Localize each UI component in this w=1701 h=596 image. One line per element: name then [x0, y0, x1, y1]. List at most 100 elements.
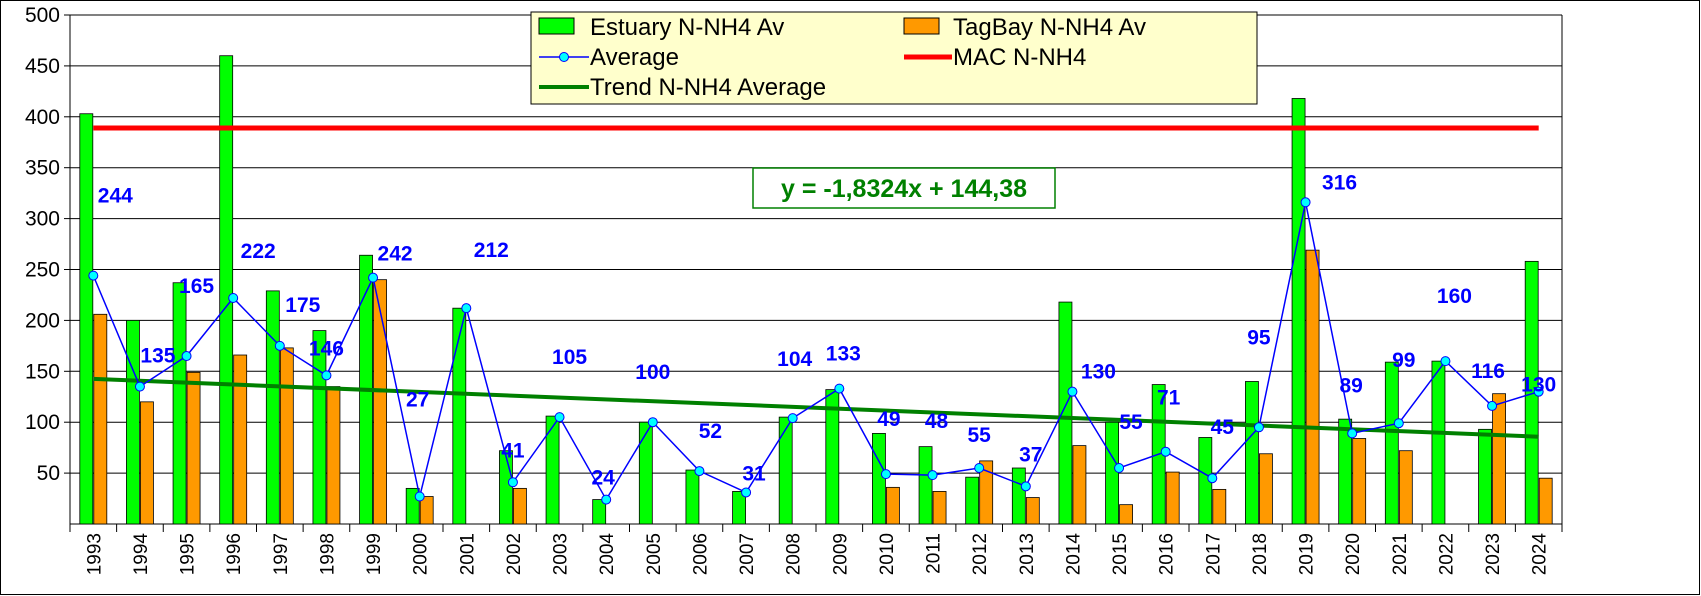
bar-estuary	[685, 469, 700, 525]
average-data-label: 55	[968, 424, 992, 447]
average-marker	[554, 412, 565, 423]
average-data-label: 135	[140, 345, 175, 368]
average-marker	[1020, 481, 1031, 492]
bar-estuary	[778, 416, 793, 525]
x-tick-label: 2012	[970, 533, 991, 575]
y-tick-label: 100	[25, 411, 60, 434]
y-tick-label: 400	[25, 106, 60, 129]
bar-estuary	[918, 446, 933, 525]
legend-box	[530, 11, 1258, 105]
average-data-label: 165	[179, 275, 214, 298]
y-tick-label: 250	[25, 259, 60, 282]
average-marker	[134, 381, 145, 392]
bar-estuary	[1338, 418, 1353, 525]
x-tick-label: 2019	[1297, 533, 1318, 575]
bar-estuary	[1105, 421, 1119, 525]
bar-tagbay	[279, 347, 294, 525]
average-marker	[274, 340, 285, 351]
bar-tagbay	[1165, 471, 1180, 525]
bar-tagbay	[1025, 497, 1040, 525]
y-tick-label: 350	[25, 157, 60, 180]
legend-swatch-estuary	[538, 17, 575, 35]
average-marker	[181, 351, 192, 362]
data-labels: 244 135 165 222 175 146 242 27 212 41 105 24 100 52 31…	[98, 171, 1556, 489]
average-data-label: 95	[1247, 326, 1271, 349]
x-tick-label: 1994	[131, 533, 152, 576]
bar-tagbay	[1072, 445, 1087, 525]
bar-tagbay	[140, 401, 154, 525]
bar-estuary	[452, 307, 467, 525]
average-data-label: 104	[777, 348, 812, 371]
x-tick-label: 2011	[924, 533, 945, 574]
average-marker	[414, 491, 425, 502]
x-tick-label: 2013	[1017, 533, 1038, 575]
bar-estuary	[1058, 301, 1073, 525]
x-tick-label: 2004	[597, 533, 618, 576]
bar-tagbay	[1119, 504, 1133, 525]
average-data-label: 116	[1471, 360, 1505, 383]
x-tick-label: 2000	[411, 533, 432, 575]
average-data-label: 222	[241, 240, 276, 263]
average-marker	[88, 270, 99, 281]
average-marker	[1114, 463, 1125, 474]
bar-tagbay	[186, 371, 201, 525]
average-data-label: 242	[378, 243, 413, 266]
average-data-label: 100	[635, 361, 670, 384]
bar-estuary	[638, 421, 653, 525]
trend-line	[93, 376, 1539, 439]
average-data-label: 316	[1322, 171, 1357, 194]
bar-tagbay	[1305, 249, 1320, 525]
bars	[79, 55, 1553, 525]
y-tick-label: 150	[25, 360, 60, 383]
x-tick-label: 2010	[877, 533, 898, 575]
average-data-label: 55	[1119, 411, 1143, 434]
legend-label-tagbay: TagBay N-NH4 Av	[953, 14, 1146, 41]
x-tick-label: 2024	[1530, 533, 1551, 576]
average-data-label: 175	[285, 294, 320, 317]
legend-label-mac: MAC N-NH4	[953, 44, 1086, 71]
bar-estuary	[1011, 467, 1026, 525]
y-tick-label: 50	[37, 462, 60, 485]
average-data-label: 49	[877, 408, 900, 431]
average-marker	[974, 463, 985, 474]
average-data-label: 31	[742, 462, 766, 485]
x-tick-label: 1998	[317, 533, 338, 575]
average-marker	[741, 487, 752, 498]
average-data-label: 212	[474, 239, 509, 262]
bar-tagbay	[326, 386, 341, 525]
trend-equation: y = -1,8324x + 144,38	[752, 167, 1056, 209]
x-tick-label: 2005	[644, 533, 665, 575]
x-tick-label: 2007	[737, 533, 758, 575]
bar-tagbay	[419, 496, 434, 525]
average-data-label: 89	[1340, 374, 1363, 397]
bar-estuary	[1478, 428, 1492, 525]
average-marker	[368, 272, 379, 283]
x-tick-label: 2009	[830, 533, 851, 575]
bar-tagbay	[932, 491, 947, 525]
x-tick-label: 1996	[224, 533, 245, 575]
x-tick-label: 1997	[271, 533, 292, 575]
x-tick-label: 2016	[1157, 533, 1178, 575]
average-marker	[1347, 428, 1358, 439]
x-tick-label: 2001	[457, 533, 478, 575]
legend: Estuary N-NH4 Av TagBay N-NH4 Av Average MA…	[530, 11, 1258, 105]
average-data-label: 48	[925, 410, 949, 433]
x-tick-label: 2008	[784, 533, 805, 575]
bar-tagbay	[93, 313, 108, 525]
bar-estuary	[1384, 361, 1399, 525]
average-marker	[1207, 473, 1218, 484]
x-tick-label: 2018	[1250, 533, 1271, 575]
bar-tagbay	[513, 487, 527, 525]
average-data-label: 24	[592, 467, 616, 490]
bar-tagbay	[233, 354, 248, 525]
bar-tagbay	[1492, 393, 1506, 525]
average-marker	[880, 469, 891, 480]
average-data-label: 45	[1211, 416, 1235, 439]
y-tick-label: 300	[25, 208, 60, 231]
y-axis: 50 100 150 200 250 300 350 400 450 500	[25, 4, 1563, 524]
average-marker	[927, 470, 938, 481]
lines	[88, 125, 1544, 505]
bar-estuary	[825, 389, 840, 525]
x-tick-label: 2015	[1110, 533, 1131, 575]
